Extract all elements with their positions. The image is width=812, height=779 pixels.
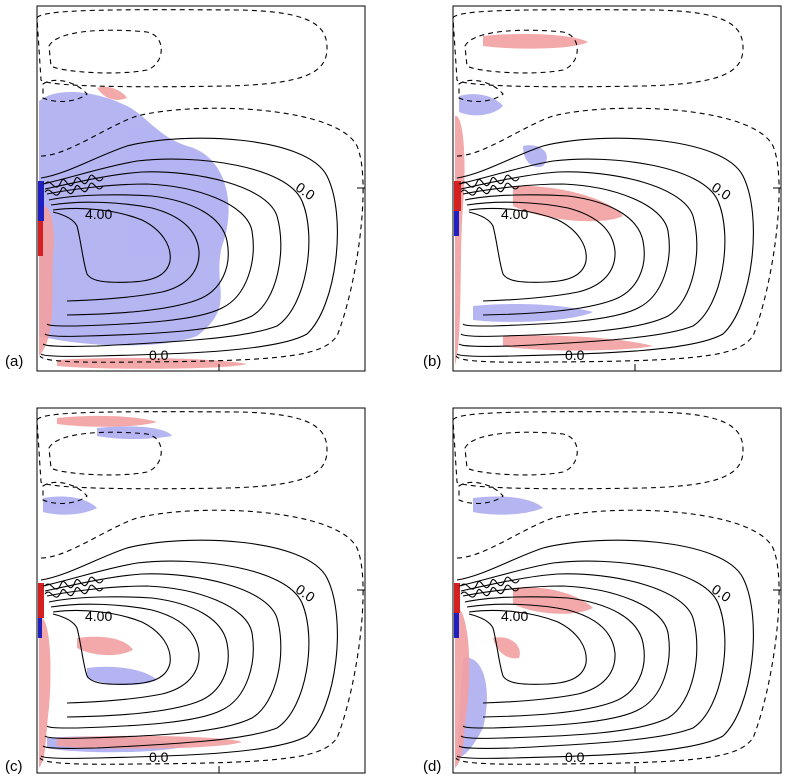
contour-label-0-lower: 0.0	[149, 749, 169, 765]
panel-d: 4.00 0.0 0.0	[452, 407, 782, 774]
panel-label-d: (d)	[423, 758, 441, 775]
panel-a: 4.00 0.0 0.0	[36, 5, 366, 372]
contour-label-4: 4.00	[501, 608, 528, 624]
shading-strong	[38, 181, 44, 256]
shading-strong	[454, 583, 460, 638]
panel-b: 4.00 0.0 0.0	[452, 5, 782, 372]
contour-label-0-lower: 0.0	[565, 749, 585, 765]
contour-label-4: 4.00	[85, 206, 112, 222]
shading-positive	[455, 587, 593, 768]
contour-label-0-lower: 0.0	[149, 347, 169, 363]
contour-label-0-lower: 0.0	[565, 347, 585, 363]
shading-positive	[39, 415, 242, 768]
shading-strong	[454, 181, 461, 236]
panel-label-a: (a)	[5, 353, 23, 370]
panel-label-b: (b)	[423, 353, 441, 370]
panel-label-c: (c)	[5, 758, 23, 775]
contour-label-4: 4.00	[85, 608, 112, 624]
panel-c: 4.00 0.0 0.0	[36, 407, 366, 774]
contour-label-4: 4.00	[501, 206, 528, 222]
shading-strong	[38, 583, 44, 638]
